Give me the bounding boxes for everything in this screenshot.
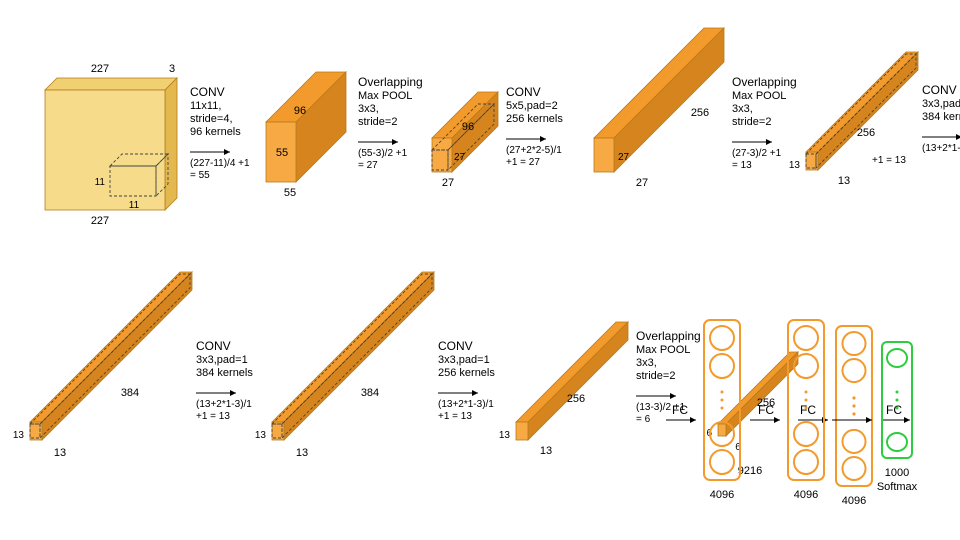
op-arrow bbox=[506, 136, 546, 142]
op-arrow bbox=[196, 390, 236, 396]
h-13: 13 bbox=[789, 160, 801, 171]
op-line: CONV bbox=[438, 339, 473, 353]
fc-label: FC bbox=[758, 403, 774, 417]
op-line: CONV bbox=[506, 85, 541, 99]
fc1-n: 4096 bbox=[842, 495, 866, 507]
op-line: 3x3, bbox=[636, 357, 657, 369]
tensor-27-256 bbox=[594, 28, 724, 172]
c-96: 96 bbox=[294, 105, 306, 117]
op-line: 3x3, bbox=[732, 103, 753, 115]
filter-h: 11 bbox=[95, 177, 106, 188]
op-line: CONV bbox=[190, 85, 225, 99]
calc-line: (55-3)/2 +1 bbox=[358, 148, 408, 159]
op-line: 3x3,pad=1 bbox=[438, 354, 490, 366]
w-13d: 13 bbox=[540, 445, 552, 457]
w-13: 13 bbox=[838, 175, 850, 187]
h-27b: 27 bbox=[618, 152, 630, 163]
tensor-13-384b bbox=[272, 272, 434, 440]
w-55: 55 bbox=[284, 187, 296, 199]
flat-9216: 9216 bbox=[738, 465, 762, 477]
op-line: 3x3, bbox=[358, 103, 379, 115]
w-13c: 13 bbox=[296, 447, 308, 459]
op-line: Overlapping bbox=[732, 75, 797, 89]
op-line: stride=2 bbox=[636, 370, 675, 382]
op-line: CONV bbox=[196, 339, 231, 353]
op-line: Overlapping bbox=[636, 329, 701, 343]
op-line: Max POOL bbox=[358, 90, 412, 102]
fc1-box bbox=[836, 326, 872, 486]
w-13b: 13 bbox=[54, 447, 66, 459]
dim-c: 3 bbox=[169, 63, 175, 75]
calc-line: (13+2*1-3)/1 bbox=[196, 399, 252, 410]
dim-h: 227 bbox=[91, 215, 109, 227]
softmax-label: Softmax bbox=[877, 481, 918, 493]
op-line: 384 kernels bbox=[922, 111, 960, 123]
tensor-13-384 bbox=[30, 272, 192, 440]
arrow-fc2 bbox=[882, 417, 910, 423]
calc-line: = 6 bbox=[636, 414, 651, 425]
op-line: 3x3,pad=1 bbox=[196, 354, 248, 366]
op-line: Max POOL bbox=[636, 344, 690, 356]
h-27: 27 bbox=[454, 152, 466, 163]
dim-w: 227 bbox=[91, 63, 109, 75]
op-line: CONV bbox=[922, 83, 957, 97]
tensor-13-256 bbox=[806, 52, 918, 170]
w-27: 27 bbox=[442, 177, 454, 189]
fc-label-1: FC bbox=[800, 403, 816, 417]
op-arrow bbox=[732, 139, 772, 145]
op-arrow bbox=[358, 139, 398, 145]
fc-label: FC bbox=[672, 403, 688, 417]
softmax-n: 1000 bbox=[885, 467, 909, 479]
op-arrow bbox=[636, 393, 676, 399]
fc-label-2: FC bbox=[886, 403, 902, 417]
c-256c: 256 bbox=[567, 393, 585, 405]
op-arrow bbox=[190, 149, 230, 155]
op-line: 256 kernels bbox=[438, 367, 495, 379]
w-27b: 27 bbox=[636, 177, 648, 189]
tensor-55-96 bbox=[266, 72, 346, 182]
fc2-n: 4096 bbox=[794, 489, 818, 501]
op-line: stride=2 bbox=[358, 116, 397, 128]
c-256: 256 bbox=[691, 107, 709, 119]
op-line: 3x3,pad=1 bbox=[922, 98, 960, 110]
calc-line: (227-11)/4 +1 bbox=[190, 158, 250, 169]
h-13c: 13 bbox=[255, 430, 267, 441]
op-line: 5x5,pad=2 bbox=[506, 100, 558, 112]
op-line: Overlapping bbox=[358, 75, 423, 89]
c-96b: 96 bbox=[462, 121, 474, 133]
c-256b: 256 bbox=[857, 127, 875, 139]
op-line: 11x11, bbox=[190, 100, 221, 112]
h-55: 55 bbox=[276, 147, 288, 159]
op-line: 384 kernels bbox=[196, 367, 253, 379]
calc-line: +1 = 13 bbox=[196, 411, 230, 422]
h-13d: 13 bbox=[499, 430, 511, 441]
calc-line: +1 = 13 bbox=[872, 155, 906, 166]
calc-line: (27+2*2-5)/1 bbox=[506, 145, 562, 156]
c-384: 384 bbox=[121, 387, 139, 399]
op-arrow bbox=[438, 390, 478, 396]
calc-line: +1 = 13 bbox=[438, 411, 472, 422]
calc-line: +1 = 27 bbox=[506, 157, 540, 168]
input-tensor bbox=[45, 78, 177, 210]
op-line: stride=2 bbox=[732, 116, 771, 128]
filter-w: 11 bbox=[129, 200, 140, 211]
fc1-n: 4096 bbox=[710, 489, 734, 501]
op-line: 256 kernels bbox=[506, 113, 563, 125]
h-13b: 13 bbox=[13, 430, 25, 441]
op-line: Max POOL bbox=[732, 90, 786, 102]
calc-line: = 55 bbox=[190, 170, 210, 181]
calc-line: (27-3)/2 +1 bbox=[732, 148, 782, 159]
calc-line: = 27 bbox=[358, 160, 378, 171]
op-line: 96 kernels bbox=[190, 126, 241, 138]
calc-line: = 13 bbox=[732, 160, 752, 171]
fc-cluster: FC 4096 FC 4096 1000 Softmax bbox=[666, 320, 918, 501]
calc-line: (13+2*1-3)/1 bbox=[438, 399, 494, 410]
calc-line: (13+2*1-3)/1 bbox=[922, 143, 960, 154]
op-line: stride=4, bbox=[190, 113, 233, 125]
tensor-13-256b bbox=[516, 322, 628, 440]
op-arrow bbox=[922, 134, 960, 140]
tensor-6-256 bbox=[718, 352, 798, 436]
c-384b: 384 bbox=[361, 387, 379, 399]
